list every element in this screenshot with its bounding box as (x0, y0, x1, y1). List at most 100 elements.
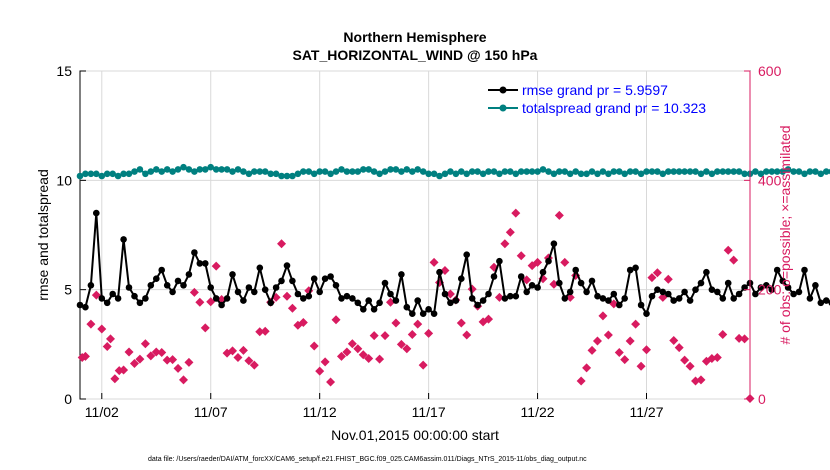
rmse-point (153, 275, 160, 283)
totalspread-point (599, 168, 607, 175)
obs-count-point (298, 317, 308, 327)
obs-count-point (587, 345, 597, 355)
totalspread-point (256, 168, 264, 175)
rmse-point (300, 295, 307, 302)
obs-count-point (233, 352, 243, 362)
obs-count-point (173, 363, 183, 373)
rmse-point (256, 264, 264, 272)
rmse-point (490, 273, 498, 280)
obs-count-point (157, 348, 167, 358)
rmse-point (741, 284, 748, 291)
totalspread-point (174, 166, 182, 173)
totalspread-point (360, 166, 367, 173)
rmse-point (790, 290, 797, 298)
obs-count-point (380, 331, 390, 341)
y-tick-label: 15 (56, 63, 72, 79)
totalspread-point (169, 168, 176, 175)
rmse-point (697, 279, 705, 287)
rmse-point (114, 295, 122, 302)
rmse-point (218, 301, 225, 309)
rmse-point (376, 299, 383, 307)
rmse-point (158, 266, 165, 274)
totalspread-point (605, 170, 612, 178)
rmse-point (120, 236, 127, 243)
totalspread-point (768, 168, 776, 175)
totalspread-point (539, 166, 547, 173)
obs-count-point (680, 355, 690, 365)
rmse-point (261, 286, 269, 294)
obs-count-point (364, 354, 374, 364)
rmse-point (572, 266, 579, 274)
axes: 11/02 11/07 11/12 11/17 11/22 11/27 0 5 10 15 0 200… (56, 63, 781, 420)
rmse-point (125, 284, 133, 291)
totalspread-point (354, 168, 362, 175)
rmse-point (817, 299, 825, 307)
rmse-point (801, 266, 808, 274)
rmse-point (272, 284, 280, 291)
totalspread-point (430, 170, 438, 178)
rmse-point (735, 290, 743, 298)
rmse-point (654, 286, 661, 294)
totalspread-point (98, 172, 106, 180)
obs-count-point (712, 352, 722, 362)
totalspread-point (403, 166, 411, 173)
rmse-point (321, 275, 329, 283)
totalspread-point (370, 168, 378, 175)
y-axis-label: rmse and totalspread (35, 169, 51, 301)
totalspread-point (714, 168, 721, 175)
rmse-point (87, 282, 95, 289)
obs-count-point (669, 336, 679, 346)
obs-count-point (402, 344, 412, 354)
rmse-point (599, 295, 607, 302)
totalspread-point (207, 163, 214, 171)
totalspread-point (251, 168, 258, 175)
rmse-point (93, 209, 100, 217)
totalspread-point (332, 168, 340, 175)
rmse-point (398, 271, 405, 278)
rmse-point (283, 262, 291, 269)
grid-lines (80, 70, 750, 400)
rmse-point (577, 279, 585, 287)
x-tick-label: 11/27 (630, 404, 664, 420)
totalspread-point (507, 168, 514, 175)
rmse-point (142, 295, 149, 302)
rmse-point (719, 295, 727, 302)
rmse-point (452, 297, 460, 304)
totalspread-point (517, 168, 525, 175)
rmse-point (512, 292, 520, 300)
rmse-point (185, 271, 193, 278)
totalspread-point (349, 168, 356, 175)
rmse-point (229, 271, 236, 278)
obs-count-point (80, 351, 90, 361)
rmse-point (550, 240, 558, 247)
totalspread-point (76, 172, 84, 180)
totalspread-point (741, 170, 748, 178)
totalspread-point (153, 166, 160, 173)
totalspread-point (490, 168, 498, 175)
obs-count-point (734, 333, 744, 343)
x-tick-label: 11/17 (412, 404, 446, 420)
obs-count-point (674, 343, 684, 353)
rmse-point (594, 292, 601, 300)
totalspread-point (784, 166, 792, 173)
obs-count-point (663, 274, 673, 284)
totalspread-point (474, 168, 481, 175)
totalspread-point (817, 170, 825, 178)
obs-count-point (658, 292, 668, 302)
rmse-point (251, 288, 258, 296)
rmse-point (136, 299, 144, 307)
rmse-point (234, 288, 242, 296)
obs-count-point (124, 347, 134, 357)
rmse-point (381, 279, 389, 287)
rmse-point (430, 310, 438, 318)
obs-count-point (106, 334, 116, 344)
totalspread-point (665, 168, 672, 175)
obs-count-point (418, 360, 428, 370)
rmse-point (784, 284, 792, 291)
rmse-point (196, 260, 204, 267)
totalspread-point (125, 170, 133, 178)
obs-count-point (282, 291, 292, 301)
rmse-point (768, 286, 776, 294)
rmse-point (310, 275, 318, 283)
